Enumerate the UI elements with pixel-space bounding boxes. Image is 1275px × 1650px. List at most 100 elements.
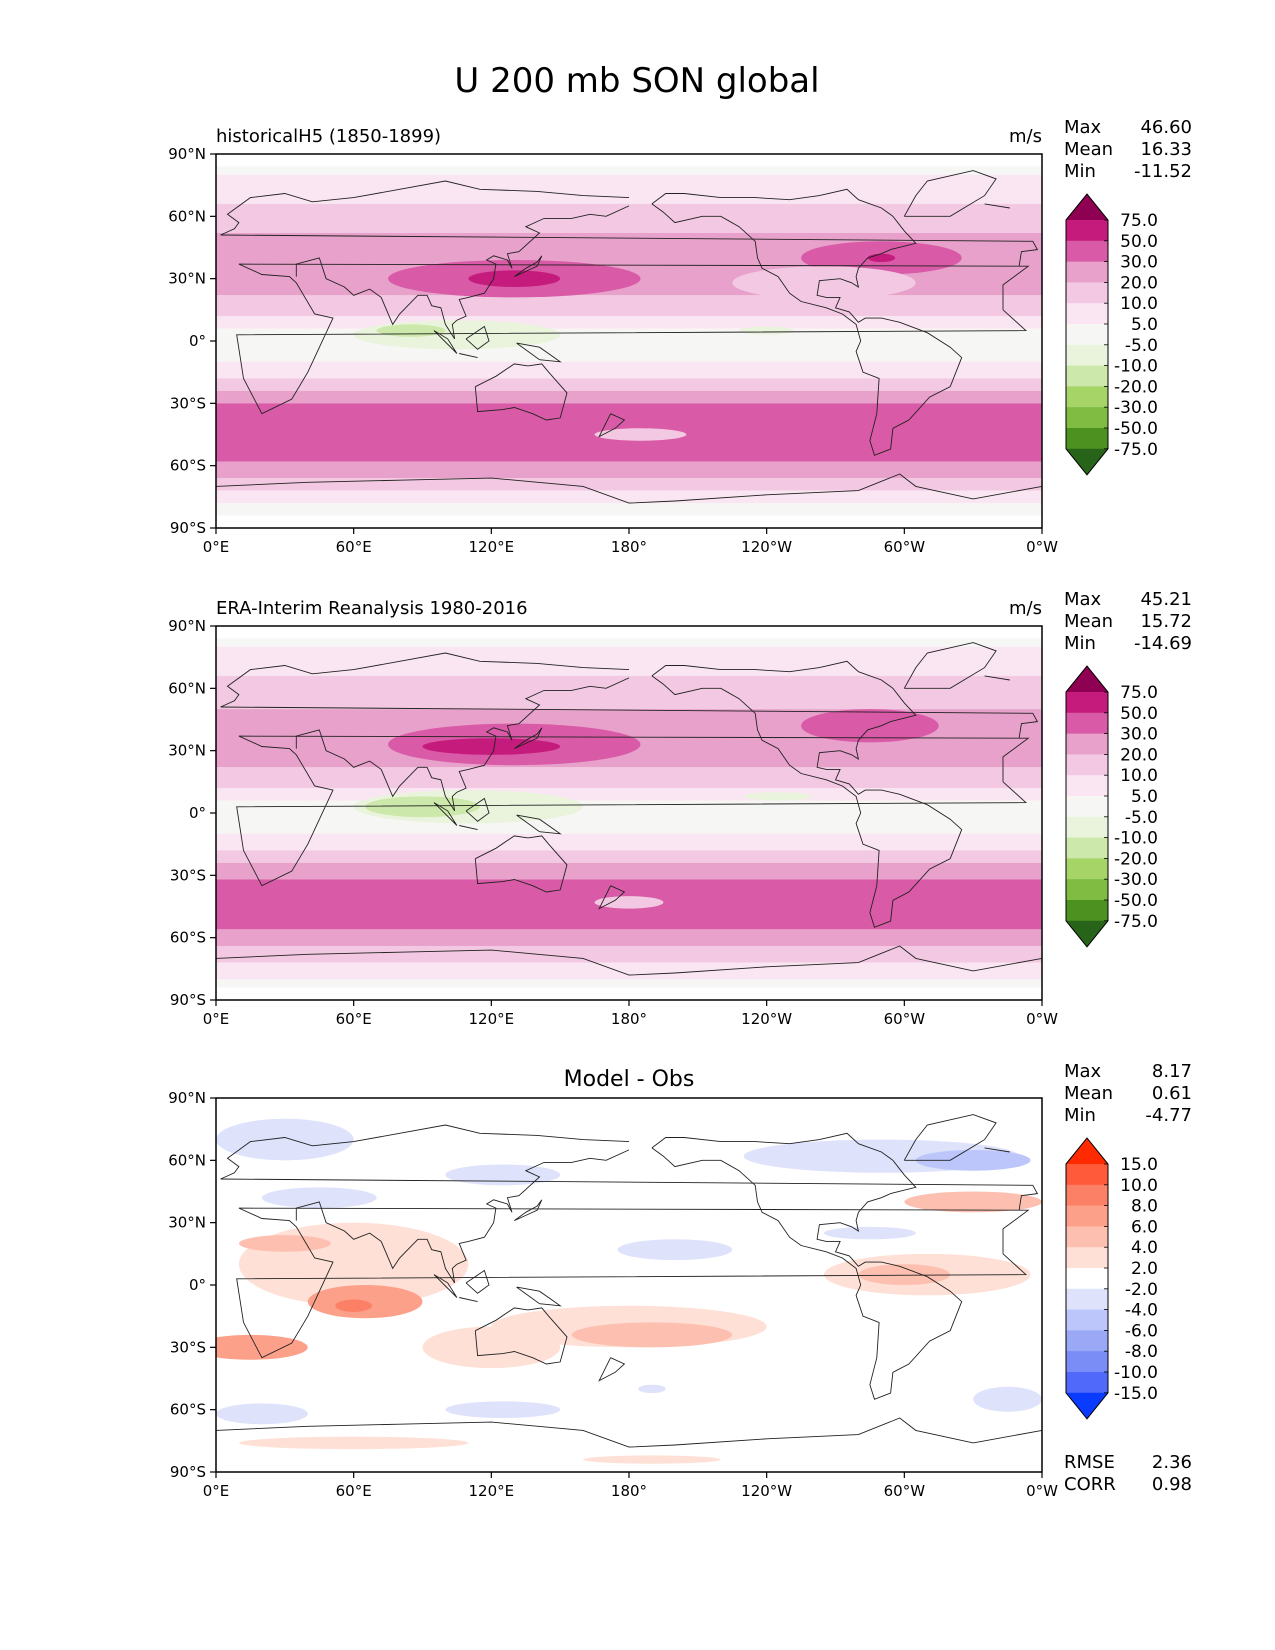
y-tick-label: 60°S [170,929,206,947]
contour-region [638,1384,666,1394]
contour-region [594,896,664,909]
coastline [984,203,1010,209]
contour-region [824,1226,916,1240]
coastline [295,1149,630,1284]
coastline [474,363,568,421]
colorbar-label: 30.0 [1120,725,1158,745]
colorbar-label: 10.0 [1120,766,1158,786]
contour-region [445,1401,561,1418]
panel-model: 0°E 60°E 120°E 180° 120°W 60°W 0°W 90°N 60°N 30°N… [168,117,1192,556]
y-tick-label: 90°S [170,991,206,1009]
stat-value: -4.77 [1145,1105,1192,1126]
coastline [903,1114,997,1161]
colorbar-label: 20.0 [1120,745,1158,765]
contour-region [468,270,561,287]
colorbar-label: -50.0 [1114,419,1158,439]
contour-region [445,1164,561,1186]
contour-band [216,862,1042,880]
coastline [514,727,543,750]
contour-region [739,326,795,335]
colorbar-label: 50.0 [1120,232,1158,252]
contour-region [216,1334,308,1360]
colorbar-segment [1066,692,1108,714]
contour-region [732,266,916,300]
stat-value: 0.98 [1152,1474,1192,1495]
contour-region [571,1322,733,1348]
x-tick-label: 0°W [1026,1482,1058,1500]
coastline [651,188,963,456]
y-tick-label: 0° [189,804,206,822]
colorbar-label: 5.0 [1131,787,1158,807]
coastline [433,330,458,354]
coastline [459,825,478,831]
coastline [903,170,997,217]
contour-region [335,1299,373,1313]
x-tick-label: 180° [611,1482,647,1500]
y-tick-label: 90°N [168,1089,206,1107]
colorbar-label: -75.0 [1114,912,1158,932]
colorbar-segment [1066,324,1108,346]
colorbar-label: 10.0 [1120,294,1158,314]
y-tick-label: 30°N [168,742,206,760]
coastline [516,342,562,363]
stat-value: 45.21 [1140,589,1192,610]
contour-band [216,788,1042,801]
contour-band [216,174,1042,204]
y-tick-label: 60°N [168,1151,206,1169]
coastline [433,1274,458,1298]
stat-value: 0.61 [1152,1083,1192,1104]
coastline [459,353,478,359]
panel-title: ERA-Interim Reanalysis 1980-2016 [216,598,528,619]
contour-band [216,316,1042,329]
x-tick-label: 60°E [336,1482,372,1500]
coastline [903,642,997,689]
coastline [598,885,626,910]
contour-region [583,1455,721,1464]
panel-obs: 0°E 60°E 120°E 180° 120°W 60°W 0°W 90°N 60°N 30°N… [168,589,1192,1028]
x-tick-label: 180° [611,538,647,556]
x-tick-label: 60°W [884,1482,926,1500]
coastline [514,1199,543,1222]
coastline [236,263,1030,415]
colorbar-segment [1066,386,1108,408]
stat-value: 8.17 [1152,1061,1192,1082]
contour-region [376,324,446,337]
contour-region [238,1436,469,1450]
y-tick-label: 60°S [170,457,206,475]
contour-band [216,646,1042,676]
colorbar-segment [1066,733,1108,755]
contour-region [261,1187,377,1209]
colorbar-extend-bottom [1066,920,1108,947]
contour-region [904,1191,1042,1213]
contour-band [216,490,1042,504]
colorbar-segment [1066,900,1108,922]
contour-region [365,796,480,818]
y-tick-label: 30°S [170,866,206,884]
colorbar-label: -10.0 [1114,829,1158,849]
coastline [216,473,1042,504]
x-tick-label: 120°E [469,1482,515,1500]
colorbar-label: -30.0 [1114,870,1158,890]
contour-region [238,1235,331,1252]
y-tick-label: 30°N [168,270,206,288]
y-tick-label: 0° [189,332,206,350]
contour-region [867,253,896,263]
coastline [516,1286,562,1307]
colorbar-label: 6.0 [1131,1217,1158,1237]
contour-region [743,792,813,801]
plot-area-obs [216,626,1042,1000]
contour-band [216,378,1042,391]
colorbar-segment [1066,775,1108,797]
y-tick-label: 30°N [168,1214,206,1232]
contour-band [216,461,1042,479]
stat-label: Min [1064,633,1096,654]
coastline [236,735,1030,887]
colorbar-segment [1066,1288,1108,1310]
stat-label: Max [1064,589,1102,610]
colorbar-segment [1066,1372,1108,1394]
contour-band [216,295,1042,317]
x-tick-label: 60°W [884,1010,926,1028]
panel-title: historicalH5 (1850-1899) [216,126,441,147]
colorbar-segment [1066,428,1108,450]
colorbar-label: -4.0 [1125,1301,1158,1321]
